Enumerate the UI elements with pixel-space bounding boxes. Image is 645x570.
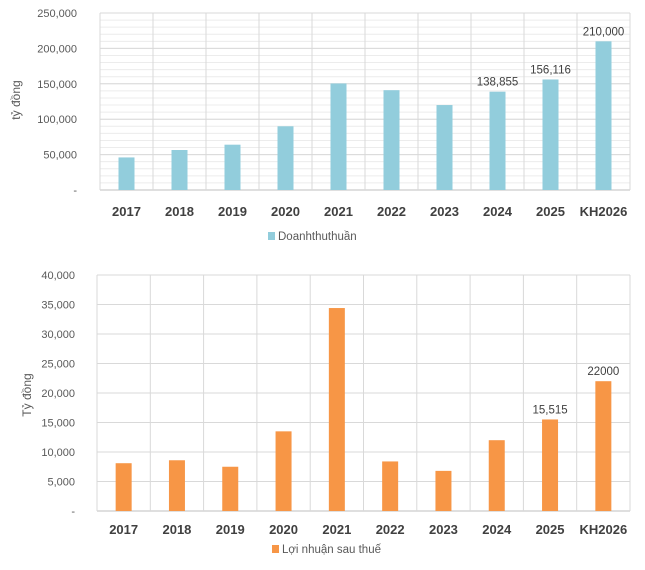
chart2-category-label: 2018 (162, 522, 191, 537)
chart1-bar-2023 (436, 105, 453, 190)
chart2-ytick-label: 35,000 (41, 300, 75, 312)
chart2-ytick-label: - (71, 506, 75, 518)
chart2-ytick-label: 15,000 (41, 418, 75, 430)
chart1-category-label: 2021 (324, 204, 353, 219)
chart2-ytick-label: 5,000 (47, 477, 75, 489)
chart2-bar-2025 (542, 419, 559, 511)
chart1-ytick-label: 250,000 (37, 8, 77, 20)
chart2-bar-2019 (222, 466, 239, 511)
chart1-bar-2019 (224, 144, 241, 190)
chart2-category-label: 2024 (482, 522, 512, 537)
chart1-bar-2025 (542, 79, 559, 190)
chart1-bar-2021 (330, 83, 347, 190)
chart1-category-label: 2022 (377, 204, 406, 219)
chart2-data-label: 15,515 (532, 404, 567, 416)
chart2-bar-2017 (115, 463, 132, 511)
chart1-ytick-label: 50,000 (43, 150, 77, 162)
chart2-ytick-label: 25,000 (41, 359, 75, 371)
chart1-bar-2017 (118, 157, 135, 190)
chart1-ytick-label: 150,000 (37, 79, 77, 91)
chart1-category-label: 2018 (165, 204, 194, 219)
chart2-legend-label: Lợi nhuận sau thuế (282, 544, 382, 556)
chart1-ytick-label: 100,000 (37, 114, 77, 126)
chart1-data-label: 210,000 (583, 26, 625, 38)
chart2-category-label: 2019 (216, 522, 245, 537)
chart2-ytick-label: 30,000 (41, 329, 75, 341)
chart1-category-label: 2023 (430, 204, 459, 219)
chart2-data-label: 22000 (587, 366, 619, 378)
chart1-bar-2018 (171, 149, 188, 190)
chart1-legend-label: Doanhthuthuần (278, 231, 357, 243)
chart1-data-label: 138,855 (477, 77, 519, 89)
chart2-bar-KH2026 (595, 381, 612, 511)
chart2-legend-swatch (272, 545, 279, 553)
chart2-bar-2022 (382, 461, 399, 511)
chart1-ytick-label: 200,000 (37, 43, 77, 55)
chart2-category-label: KH2026 (579, 522, 627, 537)
chart1-category-label: 2019 (218, 204, 247, 219)
chart2-category-label: 2023 (429, 522, 458, 537)
chart1-category-label: 2020 (271, 204, 300, 219)
chart1-data-label: 156,116 (530, 64, 571, 76)
chart2-ytick-label: 20,000 (41, 388, 75, 400)
chart2-ytick-label: 10,000 (41, 447, 75, 459)
chart1-y-axis-title: tỷ đồng (9, 80, 23, 119)
chart1-category-label: 2025 (536, 204, 565, 219)
chart1-bar-2020 (277, 126, 294, 190)
chart2-category-label: 2020 (269, 522, 298, 537)
chart2-category-label: 2025 (536, 522, 565, 537)
chart2-bar-2023 (435, 470, 452, 511)
chart1-bar-KH2026 (595, 41, 612, 190)
chart1-ytick-label: - (73, 185, 77, 197)
chart2-bar-2021 (328, 308, 345, 511)
chart2-category-label: 2017 (109, 522, 138, 537)
chart1-legend-swatch (268, 232, 275, 240)
chart2-bar-2024 (488, 440, 505, 511)
chart2-bar-2018 (168, 460, 185, 511)
chart1-category-label: 2017 (112, 204, 141, 219)
chart1-bar-2022 (383, 90, 400, 190)
chart2-y-axis-title: Tỷ đồng (20, 373, 34, 416)
chart2-ytick-label: 40,000 (41, 270, 75, 282)
chart2-category-label: 2022 (376, 522, 405, 537)
chart1-category-label: 2024 (483, 204, 513, 219)
chart2-category-label: 2021 (322, 522, 351, 537)
chart1-bar-2024 (489, 91, 506, 190)
chart1-category-label: KH2026 (580, 204, 628, 219)
chart2-bar-2020 (275, 431, 292, 511)
